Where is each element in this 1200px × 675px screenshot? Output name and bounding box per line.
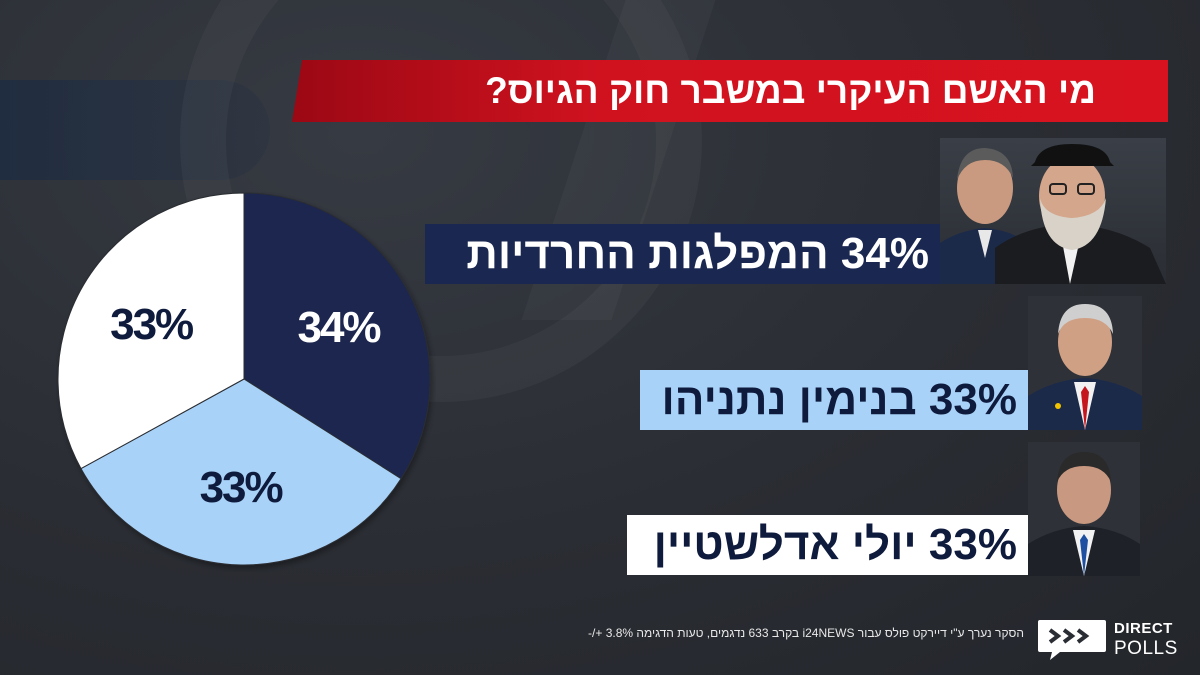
logo-text-direct: DIRECT <box>1114 620 1173 637</box>
result-label-haredi-parties: 34% המפלגות החרדיות <box>425 224 941 284</box>
pie-slice-haredi-parties <box>243 192 431 480</box>
pie-slice-netanyahu <box>80 378 402 566</box>
result-text: 33% בנימין נתניהו <box>661 375 1018 424</box>
chart-title: מי האשם העיקרי במשבר חוק הגיוס? <box>485 70 1096 111</box>
logo-text-polls: POLLS <box>1114 638 1178 659</box>
pie-chart: 34% 33% 33% <box>57 192 431 566</box>
pie-slice-edelstein <box>57 192 245 470</box>
result-label-edelstein: 33% יולי אדלשטיין <box>627 515 1029 575</box>
portrait-photo-edelstein <box>1028 442 1140 576</box>
speech-bubble-arrows-icon <box>1038 620 1106 660</box>
portrait-photo-haredi-leaders <box>940 138 1166 284</box>
background-bar-decoration <box>0 80 270 180</box>
portrait-photo-netanyahu <box>1028 296 1142 430</box>
direct-polls-logo: DIRECT POLLS <box>1036 614 1178 666</box>
title-banner: מי האשם העיקרי במשבר חוק הגיוס? <box>292 60 1168 122</box>
result-text: 34% המפלגות החרדיות <box>466 229 929 278</box>
poll-methodology-note: הסקר נערך ע"י דיירקט פולס עבור i24NEWS ב… <box>588 626 1024 640</box>
result-label-netanyahu: 33% בנימין נתניהו <box>640 370 1029 430</box>
pie-slice-label: 34% <box>297 303 380 352</box>
pie-slice-label: 33% <box>110 300 193 349</box>
result-text: 33% יולי אדלשטיין <box>653 520 1017 569</box>
pie-slice-label: 33% <box>200 463 283 512</box>
